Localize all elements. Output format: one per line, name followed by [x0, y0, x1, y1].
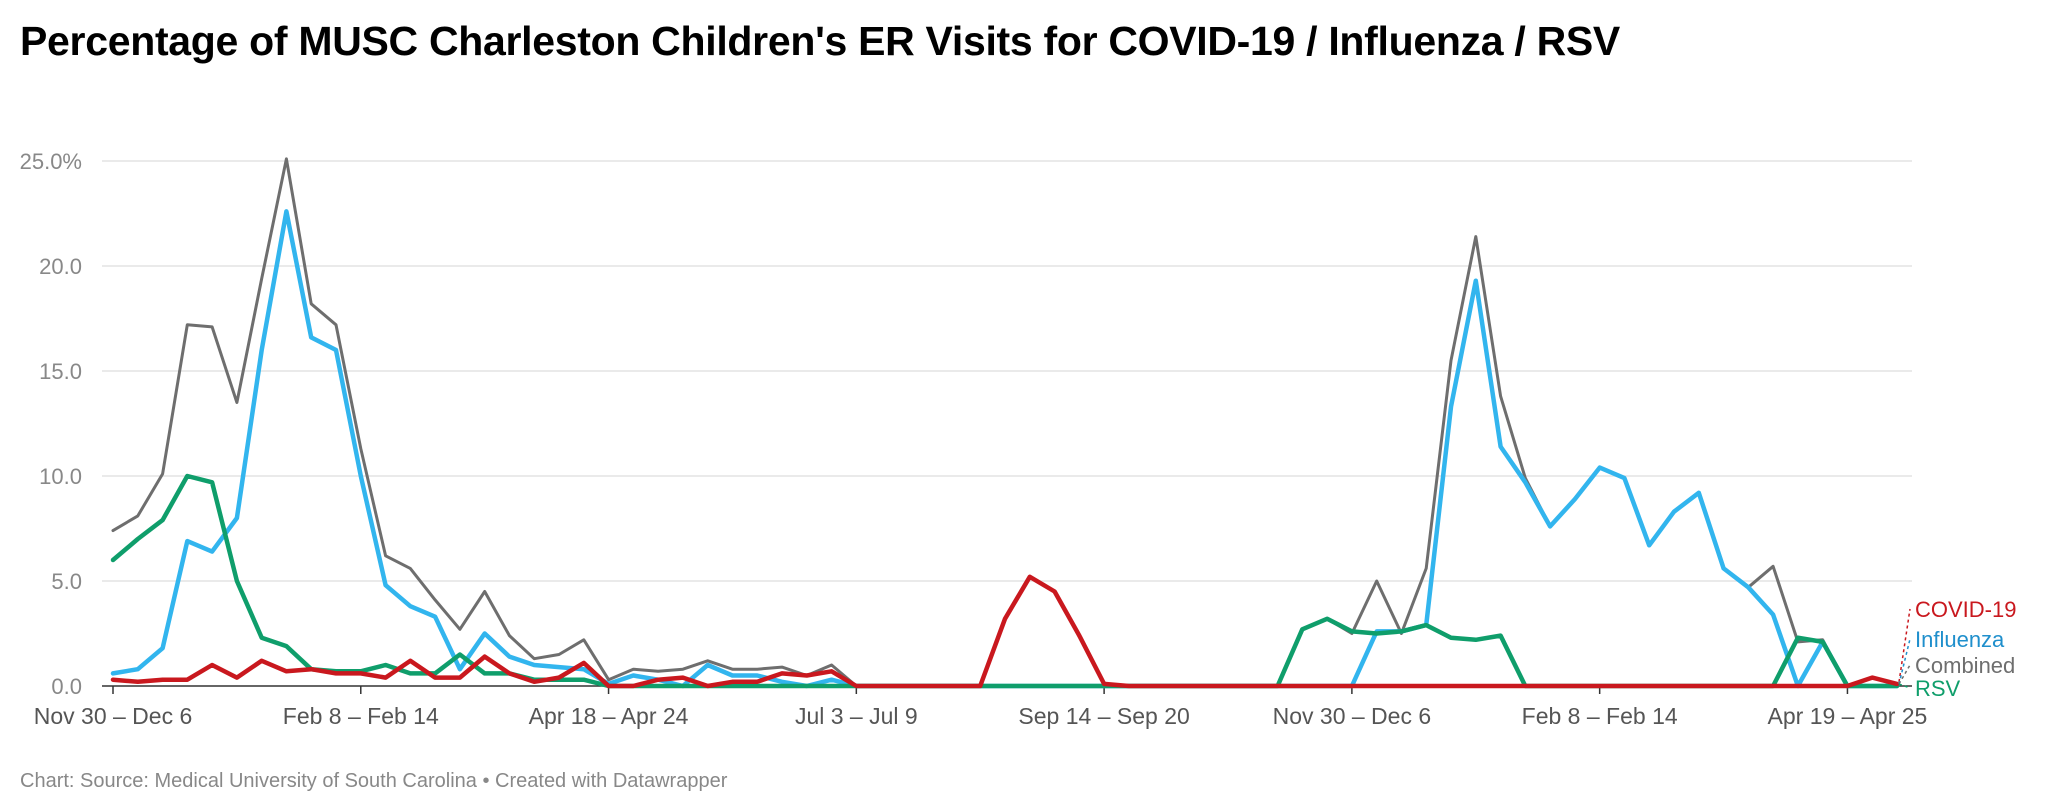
series-label-rsv: RSV — [1915, 676, 1961, 701]
footer-separator: • — [482, 770, 490, 792]
chart-footer: Chart: Source: Medical University of Sou… — [20, 770, 727, 793]
series-label-influenza: Influenza — [1915, 627, 2005, 652]
footer-credit: Created with Datawrapper — [495, 770, 728, 792]
y-tick-label: 25.0% — [20, 149, 82, 174]
series-lines — [110, 157, 1900, 689]
footer-prefix: Chart: — [20, 770, 75, 792]
x-axis: Nov 30 – Dec 6 Feb 8 – Feb 14 Apr 18 – Apr… — [34, 685, 1928, 729]
x-tick-label: Nov 30 – Dec 6 — [1273, 703, 1432, 729]
y-axis-ticks: 0.0 5.0 10.0 15.0 20.0 25.0% — [20, 149, 82, 699]
y-tick-label: 20.0 — [39, 254, 82, 279]
series-label-connector-covid-19 — [1898, 608, 1911, 683]
grid-lines — [102, 160, 1912, 582]
y-tick-label: 15.0 — [39, 359, 82, 384]
y-tick-label: 5.0 — [51, 569, 82, 594]
x-tick-label: Sep 14 – Sep 20 — [1018, 703, 1189, 729]
series-label-covid-19: COVID-19 — [1915, 597, 2016, 622]
series-label-connector-influenza — [1898, 638, 1911, 685]
x-tick-label: Feb 8 – Feb 14 — [1522, 703, 1678, 729]
x-tick-label: Jul 3 – Jul 9 — [795, 703, 918, 729]
x-tick-label: Apr 18 – Apr 24 — [529, 703, 689, 729]
series-line-covid-19 — [110, 574, 1900, 689]
series-label-connector-combined — [1898, 664, 1911, 685]
series-line-combined — [111, 157, 1899, 688]
x-tick-label: Feb 8 – Feb 14 — [283, 703, 439, 729]
y-tick-label: 0.0 — [51, 674, 82, 699]
x-tick-label: Apr 19 – Apr 25 — [1768, 703, 1928, 729]
chart-title: Percentage of MUSC Charleston Children's… — [20, 18, 1620, 64]
series-label-connector-rsv — [1898, 683, 1911, 689]
x-tick-label: Nov 30 – Dec 6 — [34, 703, 193, 729]
series-label-combined: Combined — [1915, 653, 2015, 678]
y-tick-label: 10.0 — [39, 464, 82, 489]
footer-source: Source: Medical University of South Caro… — [80, 770, 477, 792]
